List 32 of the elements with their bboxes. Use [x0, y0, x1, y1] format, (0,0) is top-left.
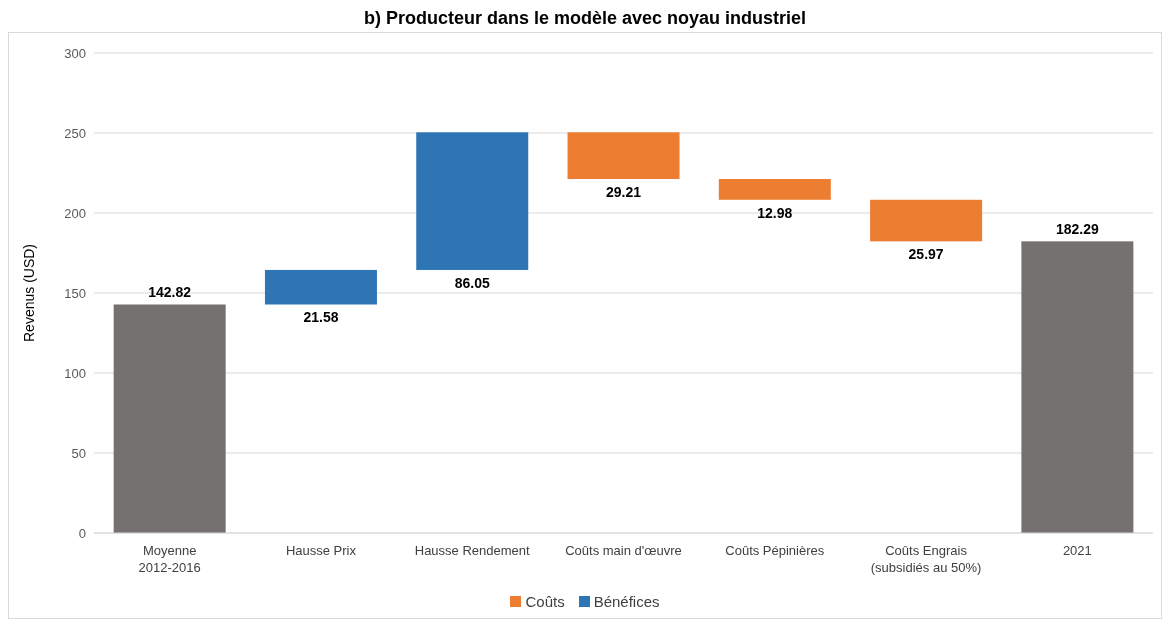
x-tick-label: Hausse Prix — [285, 543, 357, 558]
x-tick-label: Moyenne 2012-2016 — [138, 543, 201, 575]
y-tick-label: 300 — [64, 45, 86, 61]
data-label: 29.21 — [606, 184, 642, 201]
x-tick-label: Coûts main d'œuvre — [565, 543, 682, 558]
data-label: 21.58 — [303, 309, 339, 326]
legend-label: Coûts — [524, 593, 565, 610]
data-label: 12.98 — [757, 204, 793, 221]
x-tick-label: Coûts Pépinières — [725, 543, 825, 558]
y-tick-label: 0 — [78, 525, 86, 541]
data-label: 182.29 — [1055, 221, 1099, 238]
y-tick-label: 100 — [64, 365, 86, 381]
y-tick-label: 250 — [64, 125, 86, 141]
bar — [870, 199, 983, 242]
bar — [264, 269, 377, 305]
bar — [1021, 241, 1134, 533]
data-label: 25.97 — [908, 246, 944, 263]
y-tick-label: 150 — [64, 285, 86, 301]
bar — [718, 179, 831, 200]
legend-label: Bénéfices — [592, 593, 660, 610]
data-label: 142.82 — [148, 284, 192, 301]
x-tick-label: Coûts Engrais (subsidiés au 50%) — [870, 543, 982, 575]
bar — [416, 132, 529, 270]
bar — [113, 304, 226, 533]
y-tick-label: 200 — [64, 205, 86, 221]
chart-title: b) Producteur dans le modèle avec noyau industriel — [362, 8, 808, 30]
data-label: 86.05 — [454, 274, 490, 291]
x-tick-label: Hausse Rendement — [414, 543, 531, 558]
x-tick-label: 2021 — [1062, 543, 1092, 558]
y-tick-label: 50 — [71, 445, 86, 461]
y-axis-title: Revenus (USD) — [20, 243, 37, 343]
bar — [567, 132, 680, 180]
